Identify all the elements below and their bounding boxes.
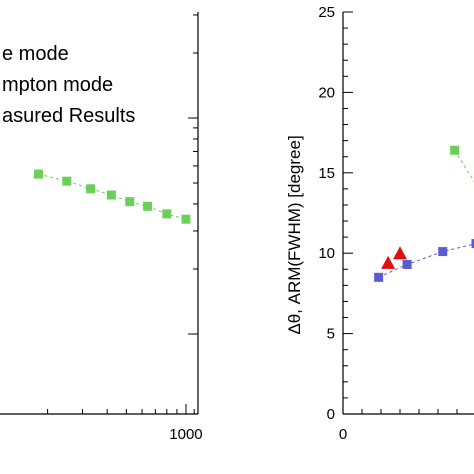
right-series-line: [454, 150, 474, 183]
right-series-triangle-point: [381, 255, 396, 269]
right-y-tick-label: 5: [327, 326, 335, 343]
right-series-line: [378, 243, 474, 278]
right-series-triangle-point: [393, 246, 407, 260]
left-series-point: [125, 197, 135, 207]
left-series-point: [181, 214, 191, 224]
right-y-tick-label: 25: [318, 4, 335, 21]
left-panel: 1000 e mode mpton mode asured Results: [0, 12, 203, 443]
left-legend-entry: asured Results: [2, 105, 135, 127]
right-series-point: [438, 247, 448, 257]
left-series-point: [162, 209, 172, 219]
right-panel: 0 5 10 15 20 25 0 Δθ, ARM(FWHM) [degree]: [285, 4, 474, 443]
right-x-tick-label: 0: [339, 426, 347, 443]
left-x-tick-label: 1000: [169, 426, 202, 443]
left-series-point: [62, 176, 72, 186]
left-series-line: [38, 173, 187, 220]
right-y-tick-label: 0: [327, 406, 335, 423]
right-series-point: [450, 145, 460, 155]
right-series-point: [374, 272, 384, 282]
left-legend-entry: mpton mode: [2, 74, 113, 96]
right-y-tick-label: 10: [318, 245, 335, 262]
right-y-tick-label: 20: [318, 84, 335, 101]
right-series-point: [402, 259, 412, 269]
left-legend-entry: e mode: [2, 43, 69, 65]
right-series-point: [471, 239, 474, 249]
left-series-point: [143, 201, 153, 211]
right-y-axis-label: Δθ, ARM(FWHM) [degree]: [285, 135, 304, 334]
left-series-point: [106, 190, 116, 200]
left-series-point: [86, 184, 96, 194]
left-series-point: [34, 169, 44, 179]
right-y-tick-label: 15: [318, 165, 335, 182]
